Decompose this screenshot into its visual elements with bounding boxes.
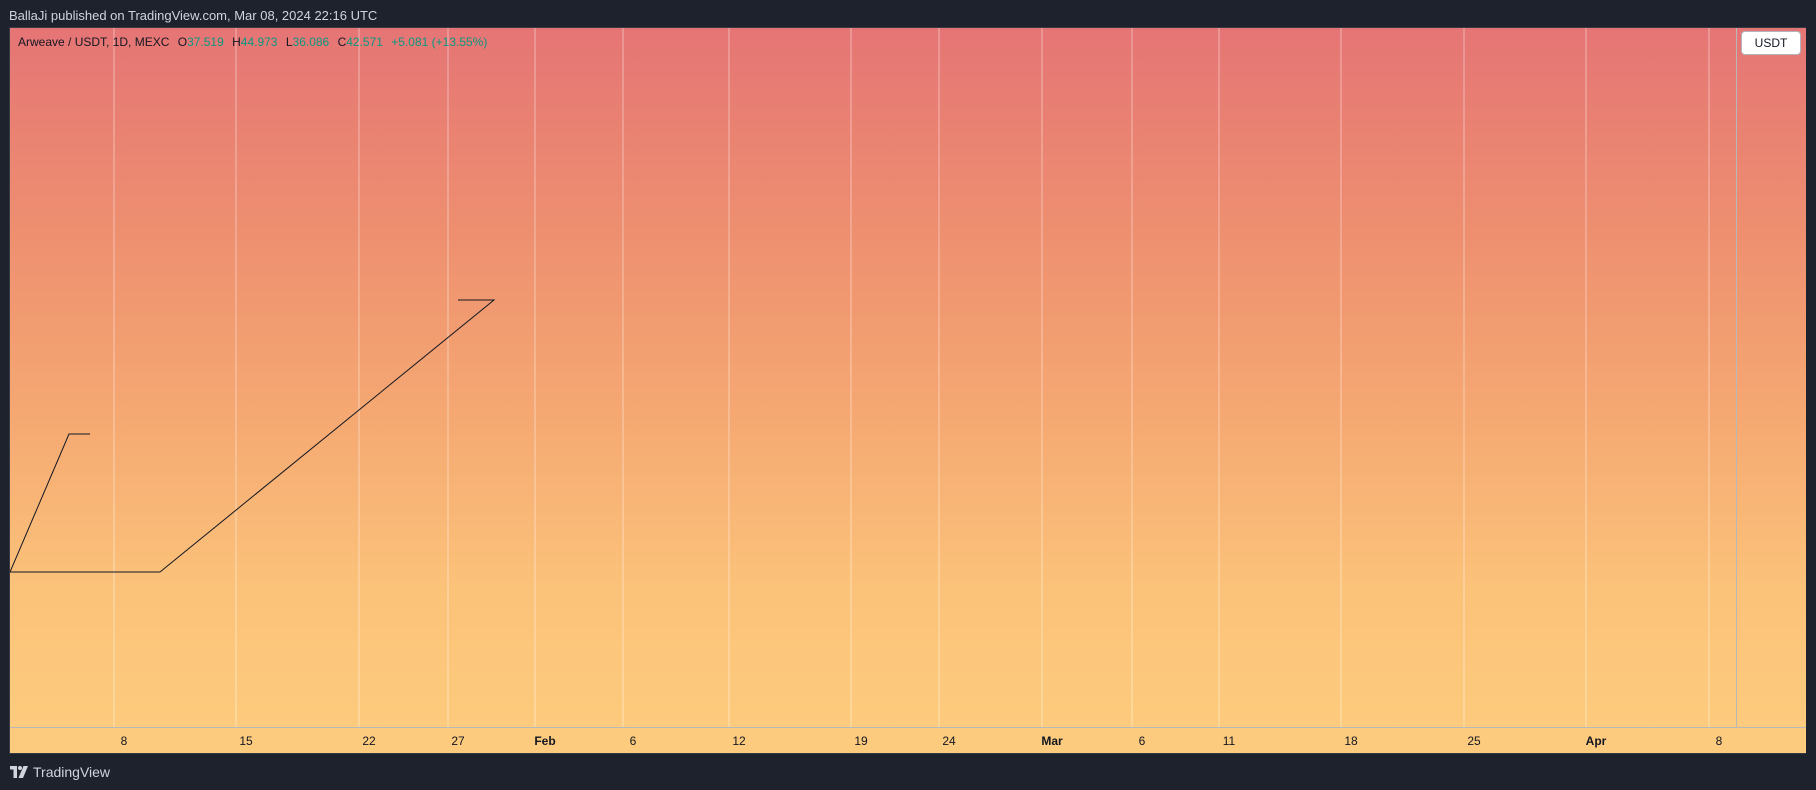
time-tick-label: 6 <box>630 734 637 748</box>
time-tick-label: 6 <box>1139 734 1146 748</box>
time-tick-label: 19 <box>854 734 868 748</box>
symbol-legend: Arweave / USDT, 1D, MEXC O37.519 H44.973… <box>18 35 487 49</box>
high-value: 44.973 <box>240 35 278 49</box>
time-tick-label: Feb <box>534 734 555 748</box>
trendline-linear-ray <box>10 433 90 573</box>
price-axis-labels: 50.00044.00038.00034.00030.00026.00023.0… <box>1737 28 1807 727</box>
currency-button[interactable]: USDT <box>1741 31 1801 55</box>
trendline-log-ray <box>159 299 496 573</box>
candlestick-chart[interactable]: Log TargetLinear Target <box>10 28 1736 727</box>
publish-header: BallaJi published on TradingView.com, Ma… <box>0 0 1816 28</box>
chart-pane[interactable]: Log TargetLinear Target <box>10 28 1736 727</box>
time-tick-label: 18 <box>1344 734 1358 748</box>
time-tick-label: 25 <box>1467 734 1481 748</box>
time-tick-label: 24 <box>942 734 956 748</box>
time-axis[interactable]: 8 15 22 27 Feb 6 12 19 24 Mar 6 11 18 25 Apr 8 <box>10 727 1806 753</box>
time-tick-label: 8 <box>121 734 128 748</box>
footer: TradingView <box>0 757 1816 790</box>
close-value: 42.571 <box>346 35 383 49</box>
open-value: 37.519 <box>187 35 224 49</box>
time-tick-label: 12 <box>732 734 746 748</box>
tradingview-logo[interactable]: TradingView <box>10 764 110 780</box>
time-tick-label: 8 <box>1716 734 1723 748</box>
time-tick-label: Mar <box>1041 734 1063 748</box>
time-tick-label: Apr <box>1586 734 1607 748</box>
time-tick-label: 22 <box>362 734 376 748</box>
publish-info: BallaJi published on TradingView.com, Ma… <box>9 8 378 23</box>
symbol-name[interactable]: Arweave / USDT, 1D, MEXC <box>18 35 170 49</box>
tradingview-brand: TradingView <box>33 764 111 780</box>
time-tick-label: 15 <box>239 734 253 748</box>
low-value: 36.086 <box>292 35 330 49</box>
time-tick-label: 27 <box>451 734 465 748</box>
low-label: L <box>285 35 293 49</box>
tradingview-logo-icon <box>10 766 28 778</box>
change-value: +5.081 (+13.55%) <box>391 35 488 49</box>
time-axis-labels: 8 15 22 27 Feb 6 12 19 24 Mar 6 11 18 25 Apr 8 <box>121 734 1723 748</box>
close-label: C <box>337 35 347 49</box>
time-tick-label: 11 <box>1223 734 1236 748</box>
open-label: O <box>177 35 188 49</box>
high-label: H <box>232 35 241 49</box>
price-axis[interactable]: 50.00044.00038.00034.00030.00026.00023.0… <box>1736 28 1806 727</box>
